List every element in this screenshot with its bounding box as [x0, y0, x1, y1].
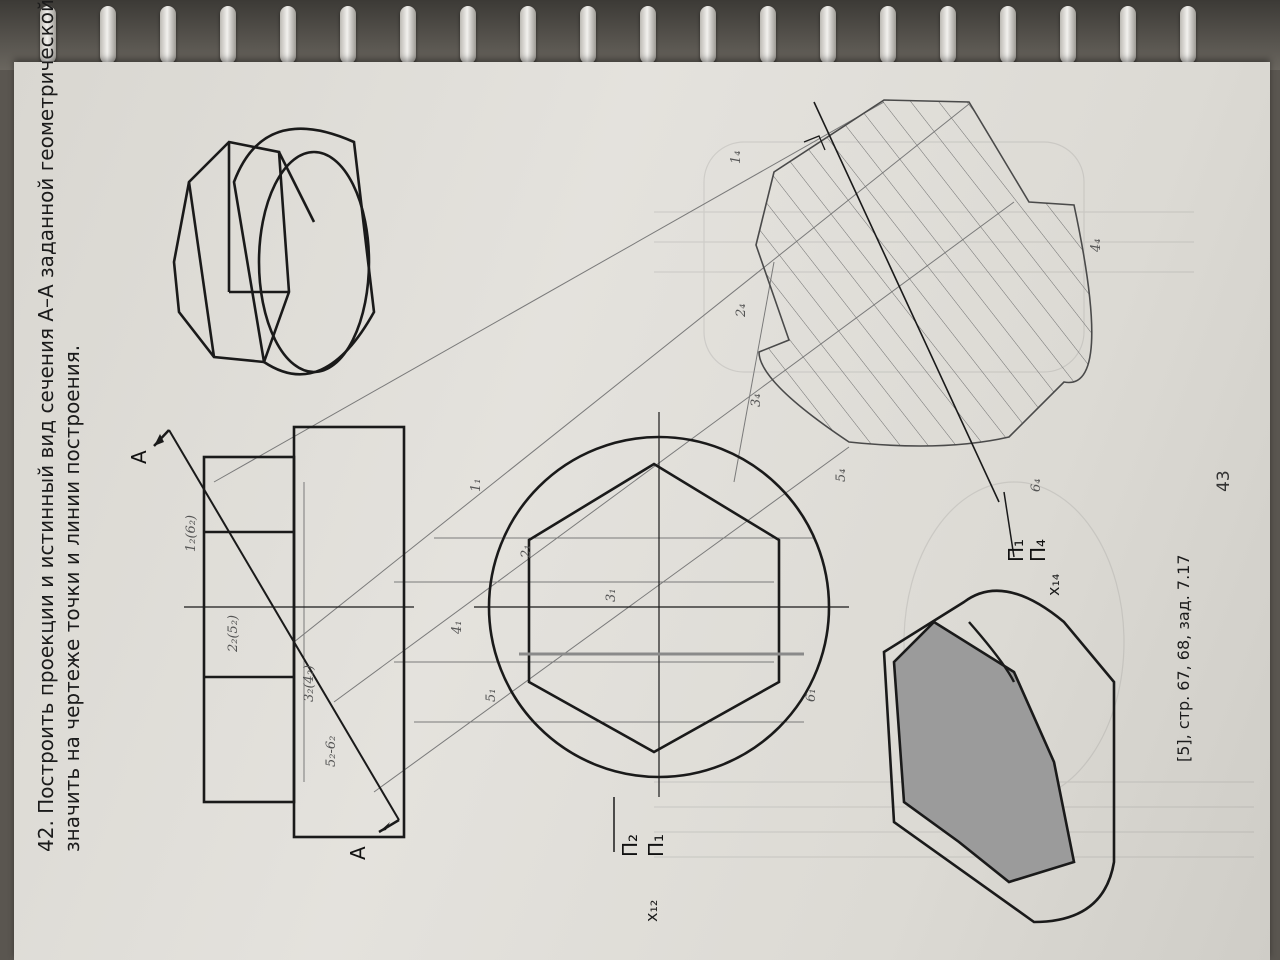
- reference-note: [5], стр. 67, 68, зад. 7.17: [1174, 554, 1193, 762]
- binding-ring: [820, 6, 836, 64]
- point-label-2-4: 2₄: [734, 303, 749, 317]
- binding-ring: [700, 6, 716, 64]
- plane-p1-label-2: П₁: [1004, 538, 1028, 562]
- binding-ring: [160, 6, 176, 64]
- point-label-5-1: 5₁: [484, 688, 499, 702]
- binding-ring: [40, 6, 56, 64]
- point-label-6-1: 6₁: [804, 688, 819, 702]
- task-line-2: значить на чертеже точки и линии построе…: [60, 344, 84, 852]
- point-label-1-2: 1₂(6₂): [184, 514, 199, 552]
- point-label-2-1: 2₁: [519, 544, 534, 558]
- cutting-plane-a-a: [153, 429, 400, 834]
- axis-x14: [1003, 491, 1015, 558]
- binding-ring: [1060, 6, 1076, 64]
- binding-ring: [520, 6, 536, 64]
- point-label-4-1: 4₁: [450, 620, 465, 634]
- point-label-3-1: 3₁: [604, 588, 619, 602]
- section-true-shape: [755, 99, 1093, 503]
- front-view: [184, 425, 414, 839]
- task-line-1: 42. Построить проекции и истинный вид се…: [34, 0, 58, 852]
- binding-ring: [580, 6, 596, 64]
- point-label-3-4: 3₄: [749, 393, 764, 407]
- binding-ring: [1000, 6, 1016, 64]
- point-label-56: 5₂-6₂: [324, 735, 339, 767]
- binding-ring: [280, 6, 296, 64]
- binding-ring: [460, 6, 476, 64]
- spiral-binding: [0, 0, 1280, 70]
- plane-p2-label: П₂: [618, 833, 642, 857]
- page-number: 43: [1214, 470, 1234, 492]
- binding-ring: [880, 6, 896, 64]
- point-label-1-1: 1₁: [469, 478, 484, 492]
- technical-drawing: [153, 99, 1254, 924]
- axis-x14-label: x₁₄: [1044, 573, 1063, 596]
- plane-p1-label: П₁: [644, 833, 668, 857]
- point-label-6-4: 6₄: [1029, 478, 1044, 492]
- point-label-5-4: 5₄: [834, 468, 849, 482]
- point-label-1-4: 1₄: [729, 150, 744, 164]
- point-label-3-2: 3₂(4₂): [302, 664, 317, 702]
- axis-x12-label: x₁₂: [642, 899, 661, 922]
- plane-p4-label: П₄: [1026, 538, 1050, 562]
- section-mark-bottom: А: [346, 846, 370, 860]
- binding-ring: [1180, 6, 1196, 64]
- binding-ring: [1120, 6, 1136, 64]
- workbook-page: 42. Построить проекции и истинный вид се…: [14, 0, 1270, 960]
- top-view: [474, 412, 849, 797]
- section-mark-top: А: [127, 450, 151, 464]
- binding-ring: [940, 6, 956, 64]
- binding-ring: [760, 6, 776, 64]
- binding-ring: [640, 6, 656, 64]
- point-label-4-4: 4₄: [1089, 238, 1104, 252]
- isometric-hexhead: [172, 127, 376, 376]
- binding-ring: [400, 6, 416, 64]
- point-label-2-2: 2₂(5₂): [226, 614, 241, 652]
- binding-ring: [220, 6, 236, 64]
- isometric-cut-body: [882, 589, 1116, 924]
- binding-ring: [100, 6, 116, 64]
- binding-ring: [340, 6, 356, 64]
